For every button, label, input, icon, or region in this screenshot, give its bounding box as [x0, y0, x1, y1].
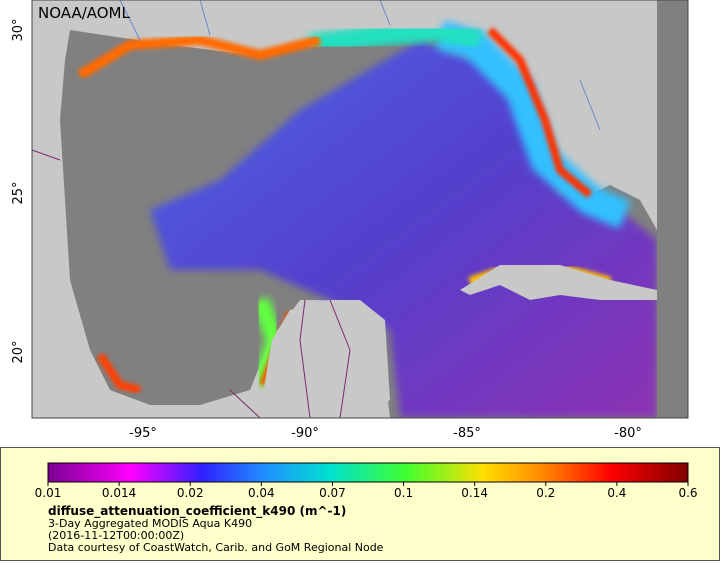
no-data-strip [657, 0, 688, 418]
source: Data courtesy of CoastWatch, Carib. and … [48, 541, 384, 554]
colorbar-tick-label: 0.014 [102, 486, 136, 500]
map-frame [31, 0, 689, 419]
colorbar-tick-label: 0.4 [607, 486, 626, 500]
lon-label: -90° [291, 426, 319, 441]
florida [540, 0, 640, 185]
lat-label: 20° [11, 340, 26, 363]
lon-label: -85° [453, 426, 481, 441]
lon-label: -80° [614, 426, 642, 441]
colorbar-tick-label: 0.14 [461, 486, 488, 500]
colorbar-tick-label: 0.6 [678, 486, 697, 500]
lat-label: 25° [11, 181, 26, 204]
variable-name: diffuse_attenuation_coefficient_k490 (m^… [48, 504, 346, 519]
yucatan [262, 300, 390, 418]
description: 3-Day Aggregated MODIS Aqua K490 [48, 517, 252, 530]
colorbar-tick-label: 0.01 [35, 486, 62, 500]
credit: NOAA/AOML [38, 4, 131, 22]
time: (2016-11-12T00:00:00Z) [48, 529, 184, 542]
satellite-data-shelf [308, 18, 483, 56]
colorbar-tick-label: 0.07 [319, 486, 346, 500]
colorbar-tick-label: 0.02 [177, 486, 204, 500]
colorbar-tick-label: 0.1 [394, 486, 413, 500]
lat-label: 30° [11, 18, 26, 41]
satellite-data-coast [96, 352, 141, 394]
satellite-data-coast [77, 34, 322, 80]
rivers [119, 0, 601, 131]
colorbar-tick-label: 0.04 [248, 486, 275, 500]
colorbar-tick-label: 0.2 [536, 486, 555, 500]
satellite-data-coast [487, 27, 593, 199]
colorbar-ticks: 0.01 0.014 0.02 0.04 0.07 0.1 0.14 0.2 0.4 0.6 [35, 482, 698, 500]
cuba [460, 265, 657, 300]
colorbar [47, 462, 689, 483]
borders [32, 149, 351, 418]
map [32, 0, 688, 418]
lon-label: -95° [129, 426, 157, 441]
